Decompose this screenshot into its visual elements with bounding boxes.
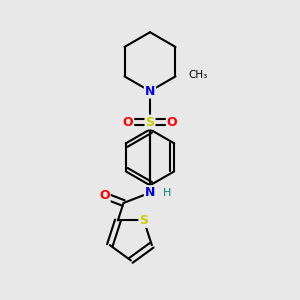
Text: O: O [123,116,133,128]
Text: N: N [145,186,155,199]
Text: N: N [145,85,155,98]
Text: H: H [163,188,171,198]
Text: S: S [139,214,148,227]
Text: O: O [167,116,177,128]
Text: CH₃: CH₃ [189,70,208,80]
Text: O: O [99,189,110,202]
Text: S: S [146,116,154,128]
